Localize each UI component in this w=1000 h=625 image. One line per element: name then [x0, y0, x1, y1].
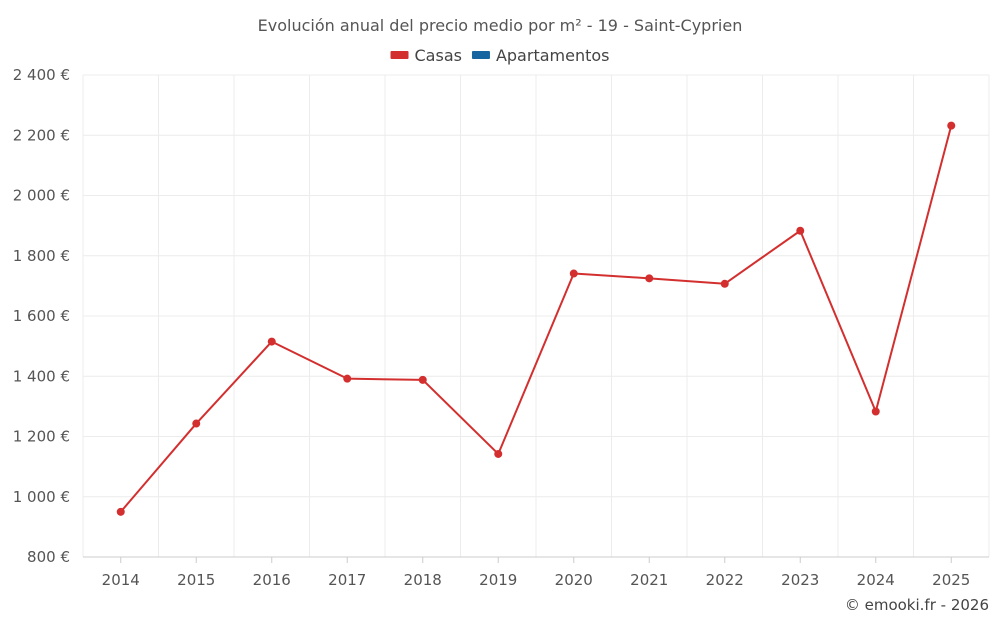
y-tick-label: 1 800 €	[13, 247, 70, 265]
x-tick-label: 2020	[555, 571, 593, 589]
x-tick-label: 2024	[857, 571, 895, 589]
data-point	[418, 375, 427, 384]
y-tick-label: 1 000 €	[13, 488, 70, 506]
x-tick-label: 2018	[404, 571, 442, 589]
x-tick-label: 2022	[706, 571, 744, 589]
y-tick-label: 2 000 €	[13, 187, 70, 205]
data-point	[116, 507, 125, 516]
series-layer	[116, 121, 956, 516]
x-axis: 2014 2015 2016 2017 2018 2019 2020 2021 2022 2023…	[83, 556, 989, 589]
data-point	[267, 337, 276, 346]
x-tick-label: 2021	[630, 571, 668, 589]
legend-swatch-apartamentos	[471, 51, 490, 59]
x-tick-label: 2014	[102, 571, 140, 589]
x-tick-label: 2015	[177, 571, 215, 589]
x-tick-label: 2025	[932, 571, 970, 589]
y-tick-label: 2 400 €	[13, 66, 70, 84]
data-point	[720, 279, 729, 288]
data-point	[947, 121, 956, 130]
data-point	[192, 419, 201, 428]
x-tick-label: 2023	[781, 571, 819, 589]
y-tick-label: 1 400 €	[13, 367, 70, 385]
credit-text: © emooki.fr - 2026	[845, 596, 989, 614]
data-point	[569, 269, 578, 278]
y-tick-label: 2 200 €	[13, 126, 70, 144]
data-point	[343, 374, 352, 383]
data-point	[871, 407, 880, 416]
legend-label-apartamentos: Apartamentos	[496, 46, 610, 65]
legend-swatch-casas	[390, 51, 409, 59]
x-tick-label: 2019	[479, 571, 517, 589]
series-line-casas	[119, 125, 953, 513]
legend: Casas Apartamentos	[390, 46, 610, 65]
chart-title: Evolución anual del precio medio por m² …	[258, 16, 743, 35]
y-tick-label: 1 200 €	[13, 428, 70, 446]
y-axis: 800 € 1 000 € 1 200 € 1 400 € 1 600 € 1 800 €…	[13, 66, 70, 566]
data-point	[796, 226, 805, 235]
data-point	[494, 449, 503, 458]
x-tick-label: 2017	[328, 571, 366, 589]
grid	[82, 74, 990, 557]
y-tick-label: 1 600 €	[13, 307, 70, 325]
legend-label-casas: Casas	[415, 46, 462, 65]
y-tick-label: 800 €	[27, 548, 70, 566]
x-tick-label: 2016	[253, 571, 291, 589]
data-point	[645, 274, 654, 283]
